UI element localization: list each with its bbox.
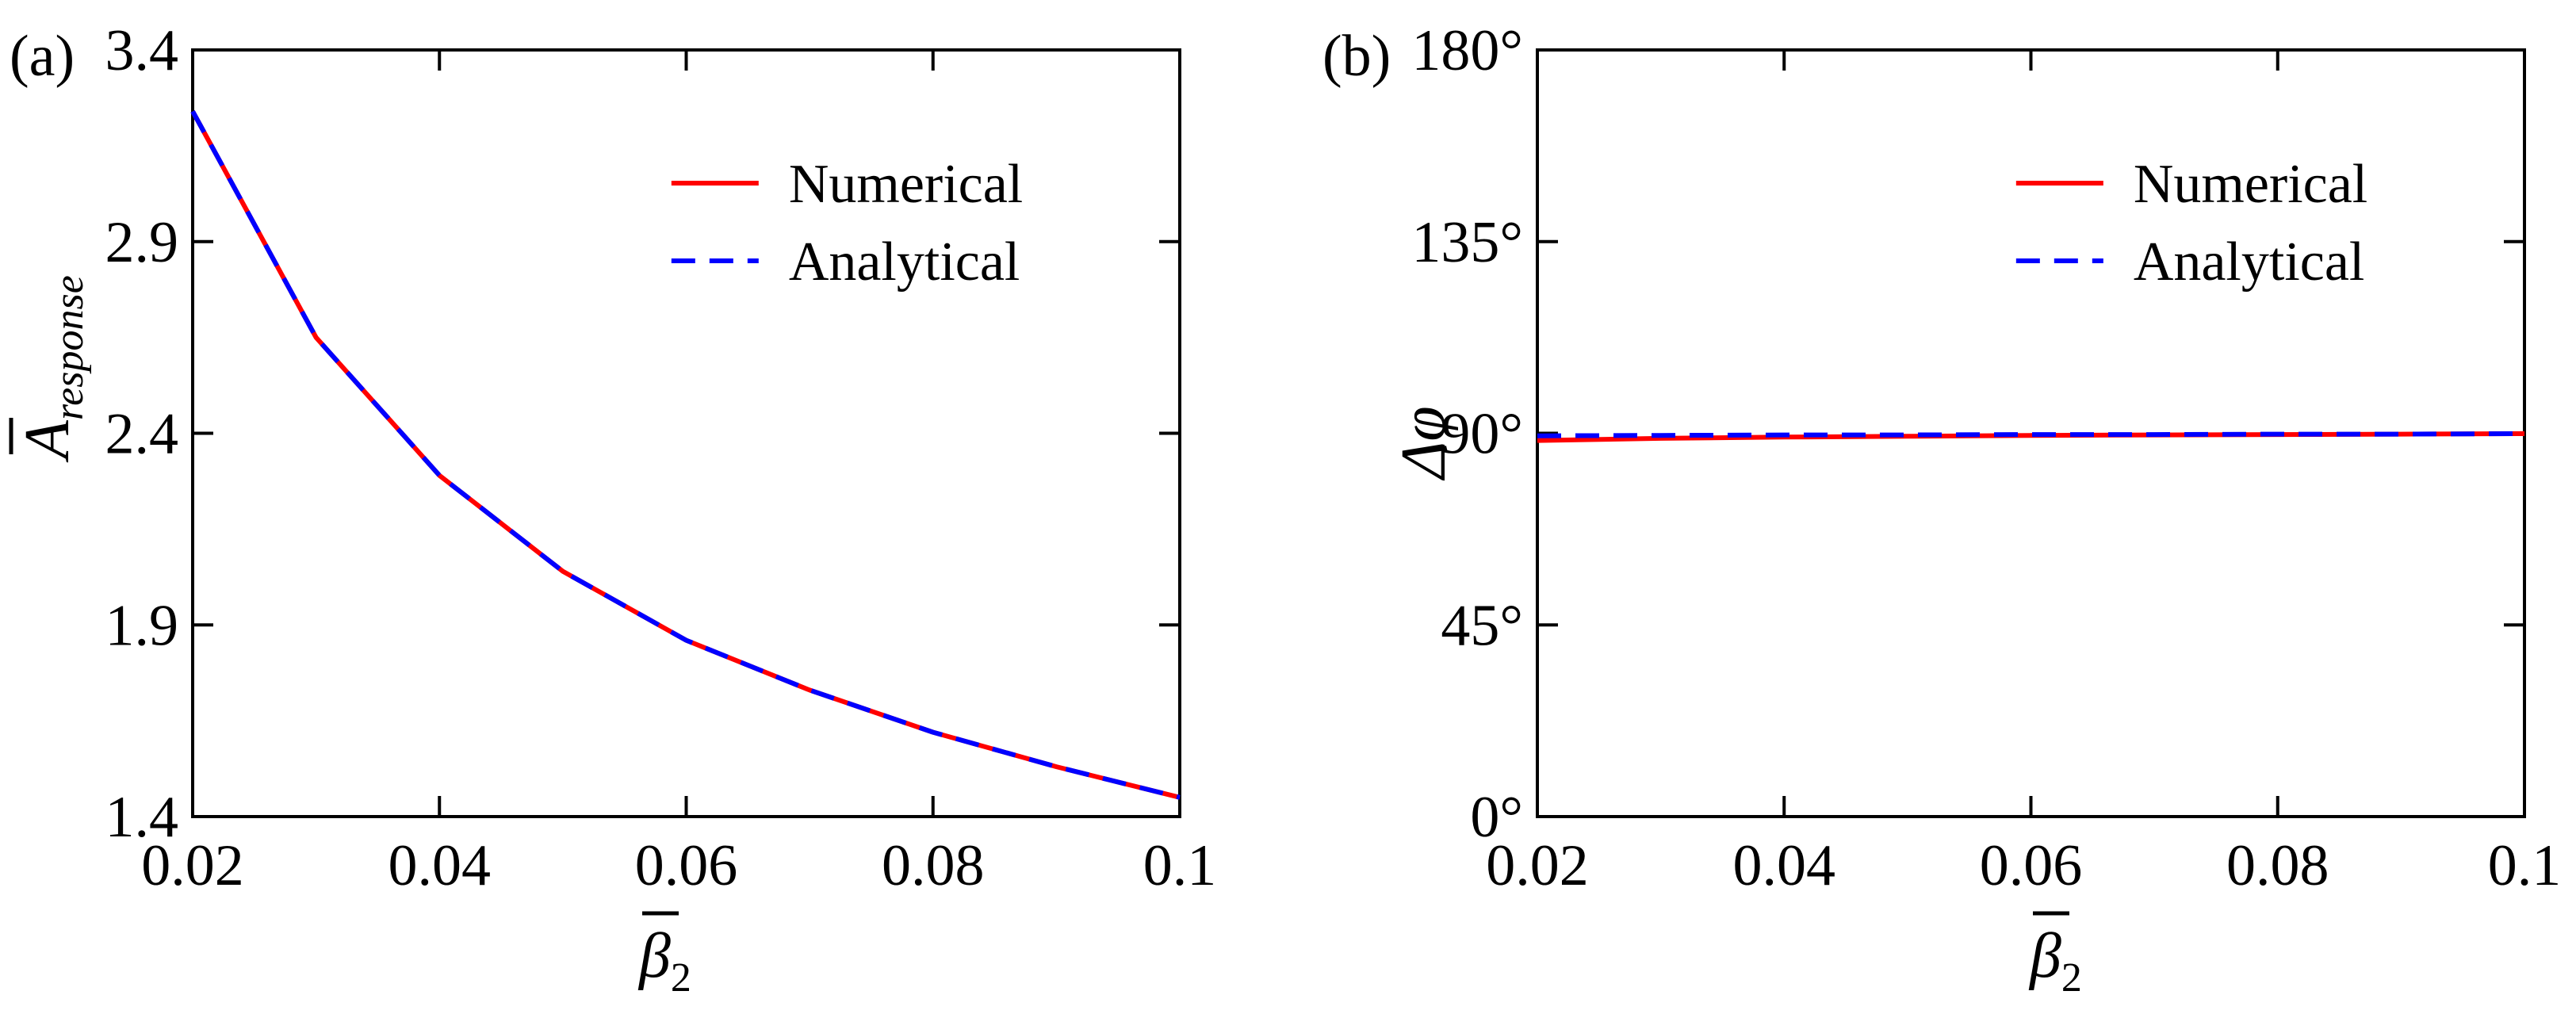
panel-b-legend-label-numerical: Numerical: [2134, 154, 2367, 215]
panel-a: (a) 0.02 0.04 0.06 0.08 0.1 1.4 1.9 2.4 2.9 3.4 N…: [9, 18, 1217, 1001]
panel-b-xlabel-subscript: 2: [2061, 955, 2082, 1001]
panel-a-ytick-label: 2.9: [105, 210, 179, 275]
panel-b-ytick-label: 135°: [1411, 210, 1523, 275]
panel-a-xlabel-subscript: 2: [671, 955, 691, 1001]
panel-b-tag: (b): [1322, 24, 1391, 89]
panel-b-ytick-label: 45°: [1441, 593, 1523, 658]
panel-a-xtick-label: 0.1: [1143, 833, 1217, 898]
panel-a-xtick-label: 0.08: [882, 833, 985, 898]
panel-a-series-analytical-line: [190, 109, 1181, 800]
panel-b-xtick-label: 0.06: [1980, 833, 2083, 898]
panel-a-ytick-label: 3.4: [105, 18, 179, 83]
panel-a-legend-label-numerical: Numerical: [789, 154, 1023, 215]
panel-a-tag: (a): [10, 24, 75, 89]
panel-a-ylabel-symbol: A: [13, 419, 82, 463]
panel-b-ylabel-symbol: Δφ: [1389, 406, 1459, 480]
panel-b-xtick-label: 0.02: [1486, 833, 1589, 898]
panel-b-series-analytical-line: [1537, 431, 2525, 438]
panel-b-axes: 0.02 0.04 0.06 0.08 0.1 0° 45° 90° 135° 180°: [1411, 18, 2561, 898]
panel-a-xlabel: β2: [637, 911, 691, 1001]
svg-text:Δφ: Δφ: [1389, 406, 1459, 480]
panel-a-legend-label-analytical: Analytical: [789, 231, 1020, 293]
panel-a-ytick-label: 2.4: [105, 402, 179, 467]
svg-text:β2: β2: [637, 921, 691, 1001]
panel-a-ytick-label: 1.9: [105, 593, 179, 658]
panel-a-xtick-label: 0.02: [141, 833, 244, 898]
panel-b: (b) 0.02 0.04 0.06 0.08 0.10°45°90°135°180° …: [1322, 18, 2561, 1001]
panel-b-ytick-label: 180°: [1411, 18, 1523, 83]
panel-b-xtick-label: 0.04: [1733, 833, 1836, 898]
panel-a-series-numerical-line: [190, 109, 1181, 800]
panel-b-ylabel: Δφ: [1389, 406, 1459, 480]
svg-text:β2: β2: [2028, 921, 2082, 1001]
panel-b-ytick-label: 90°: [1441, 402, 1523, 467]
panel-a-ylabel-subscript: response: [47, 275, 92, 420]
panel-a-lines: [190, 109, 1181, 800]
panel-a-ylabel: Aresponse: [9, 275, 92, 463]
panel-a-xtick-label: 0.06: [635, 833, 738, 898]
panel-b-xtick-label: 0.1: [2488, 833, 2562, 898]
panel-a-axes: 0.02 0.04 0.06 0.08 0.1 1.4 1.9 2.4 2.9 3.4: [105, 18, 1217, 898]
svg-text:Aresponse: Aresponse: [13, 275, 92, 463]
panel-a-plot-frame: [191, 48, 1181, 818]
panel-a-ytick-label: 1.4: [105, 785, 179, 850]
panel-b-xtick-label: 0.08: [2226, 833, 2329, 898]
panel-b-legend-label-analytical: Analytical: [2134, 231, 2365, 293]
panel-b-xlabel-symbol: β: [2028, 921, 2061, 991]
panel-b-ytick-label: 0°: [1470, 785, 1523, 850]
panel-a-xlabel-symbol: β: [637, 921, 671, 991]
panel-b-legend: Numerical Analytical: [2015, 154, 2367, 293]
panel-a-xtick-label: 0.04: [389, 833, 492, 898]
panel-b-xlabel: β2: [2028, 911, 2082, 1001]
panel-a-legend: Numerical Analytical: [671, 154, 1023, 293]
panel-b-lines: [1537, 431, 2525, 443]
